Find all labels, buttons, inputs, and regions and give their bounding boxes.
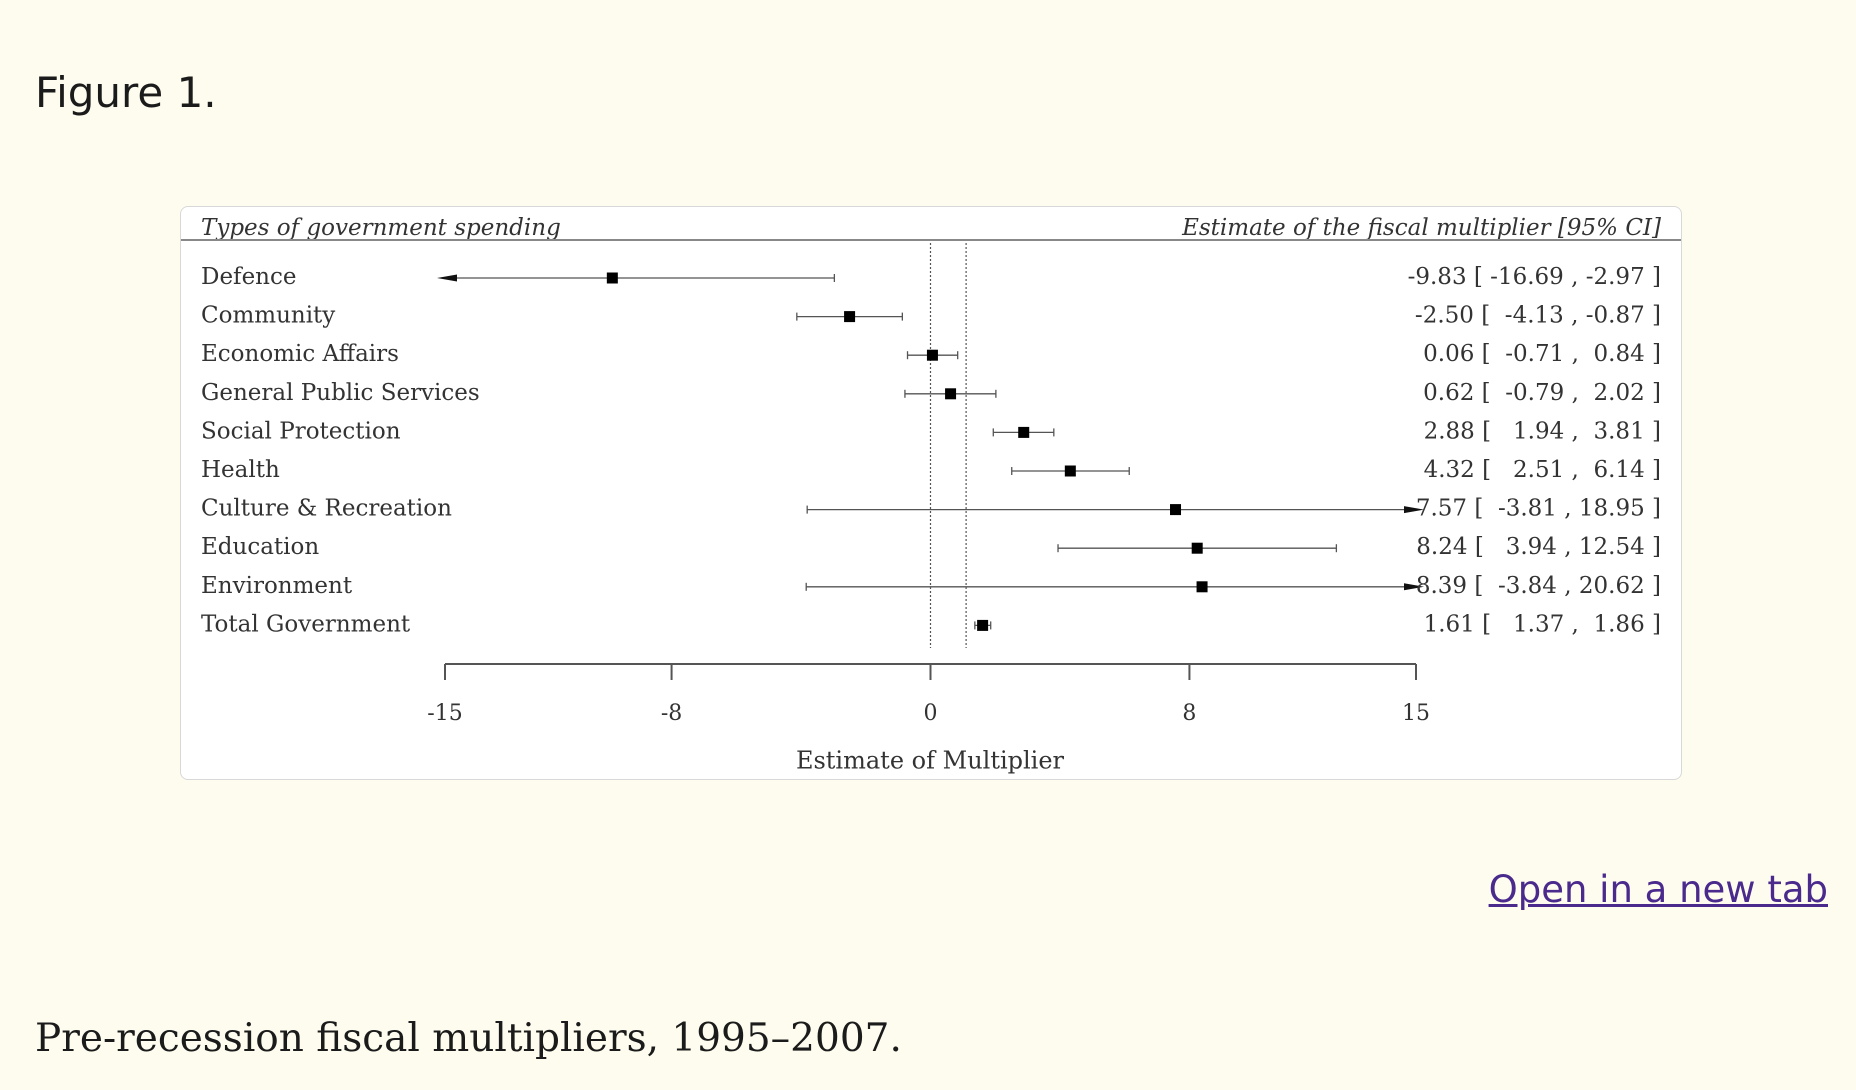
point-estimate: [844, 311, 856, 323]
ci-value-label: 1.61 [ 1.37 , 1.86 ]: [1424, 611, 1661, 637]
x-tick-label: -15: [427, 701, 462, 726]
left-column-header: Types of government spending: [201, 215, 561, 241]
row-label: Education: [201, 534, 319, 560]
row-label: Culture & Recreation: [201, 496, 452, 522]
row-label: Environment: [201, 573, 353, 599]
figure-image: Types of government spending Estimate of…: [180, 206, 1682, 780]
forest-plot: Types of government spending Estimate of…: [181, 215, 1681, 775]
x-tick-label: 0: [924, 701, 938, 726]
ci-value-label: -2.50 [ -4.13 , -0.87 ]: [1415, 303, 1661, 329]
row-label: General Public Services: [201, 380, 480, 406]
forest-rows: Defence -9.83 [ -16.69 , -2.97 ] Community…: [201, 264, 1661, 637]
row-label: Total Government: [201, 611, 411, 637]
point-estimate: [1196, 581, 1208, 593]
row-label: Social Protection: [201, 418, 401, 444]
ci-value-label: 4.32 [ 2.51 , 6.14 ]: [1424, 457, 1661, 483]
truncation-arrow-left: [437, 274, 457, 282]
point-estimate: [1191, 542, 1203, 554]
row-label: Defence: [201, 264, 296, 290]
ci-value-label: 0.62 [ -0.79 , 2.02 ]: [1423, 380, 1661, 406]
point-estimate: [606, 272, 618, 284]
x-tick-label: 8: [1182, 701, 1196, 726]
x-axis-label: Estimate of Multiplier: [796, 747, 1065, 775]
forest-row: Total Government 1.61 [ 1.37 , 1.86 ]: [201, 611, 1661, 637]
point-estimate: [1064, 465, 1076, 477]
forest-row: Community -2.50 [ -4.13 , -0.87 ]: [201, 303, 1661, 329]
ci-value-label: 8.24 [ 3.94 , 12.54 ]: [1416, 534, 1661, 560]
x-axis: -15 -8 0 8 15: [427, 663, 1430, 726]
truncation-arrow-right: [1404, 583, 1424, 591]
open-in-new-tab-link[interactable]: Open in a new tab: [1488, 868, 1828, 911]
forest-row: Health 4.32 [ 2.51 , 6.14 ]: [201, 457, 1661, 483]
point-estimate: [926, 349, 938, 361]
forest-row: Economic Affairs 0.06 [ -0.71 , 0.84 ]: [201, 341, 1661, 367]
forest-row: Environment 8.39 [ -3.84 , 20.62 ]: [201, 573, 1661, 599]
row-label: Health: [201, 457, 280, 483]
figure-caption: Pre-recession fiscal multipliers, 1995–2…: [35, 1016, 902, 1061]
point-estimate: [1170, 504, 1182, 516]
point-estimate: [945, 388, 957, 400]
forest-row: Culture & Recreation 7.57 [ -3.81 , 18.95…: [201, 496, 1661, 522]
ci-value-label: 0.06 [ -0.71 , 0.84 ]: [1423, 341, 1661, 367]
forest-row: Education 8.24 [ 3.94 , 12.54 ]: [201, 534, 1661, 560]
row-label: Community: [201, 303, 335, 329]
right-column-header: Estimate of the fiscal multiplier [95% C…: [1181, 215, 1661, 241]
ci-value-label: 2.88 [ 1.94 , 3.81 ]: [1424, 418, 1661, 444]
figure-label: Figure 1.: [35, 68, 217, 117]
ci-value-label: 7.57 [ -3.81 , 18.95 ]: [1416, 496, 1661, 522]
point-estimate: [977, 619, 989, 631]
x-tick-label: 15: [1402, 701, 1430, 726]
ci-value-label: 8.39 [ -3.84 , 20.62 ]: [1416, 573, 1661, 599]
x-tick-label: -8: [661, 701, 682, 726]
reference-lines: [929, 243, 967, 648]
forest-row: General Public Services 0.62 [ -0.79 , 2.…: [201, 380, 1661, 406]
forest-row: Defence -9.83 [ -16.69 , -2.97 ]: [201, 264, 1661, 290]
row-label: Economic Affairs: [201, 341, 399, 367]
ci-value-label: -9.83 [ -16.69 , -2.97 ]: [1408, 264, 1661, 290]
point-estimate: [1018, 426, 1030, 438]
truncation-arrow-right: [1404, 506, 1424, 514]
forest-row: Social Protection 2.88 [ 1.94 , 3.81 ]: [201, 418, 1661, 444]
